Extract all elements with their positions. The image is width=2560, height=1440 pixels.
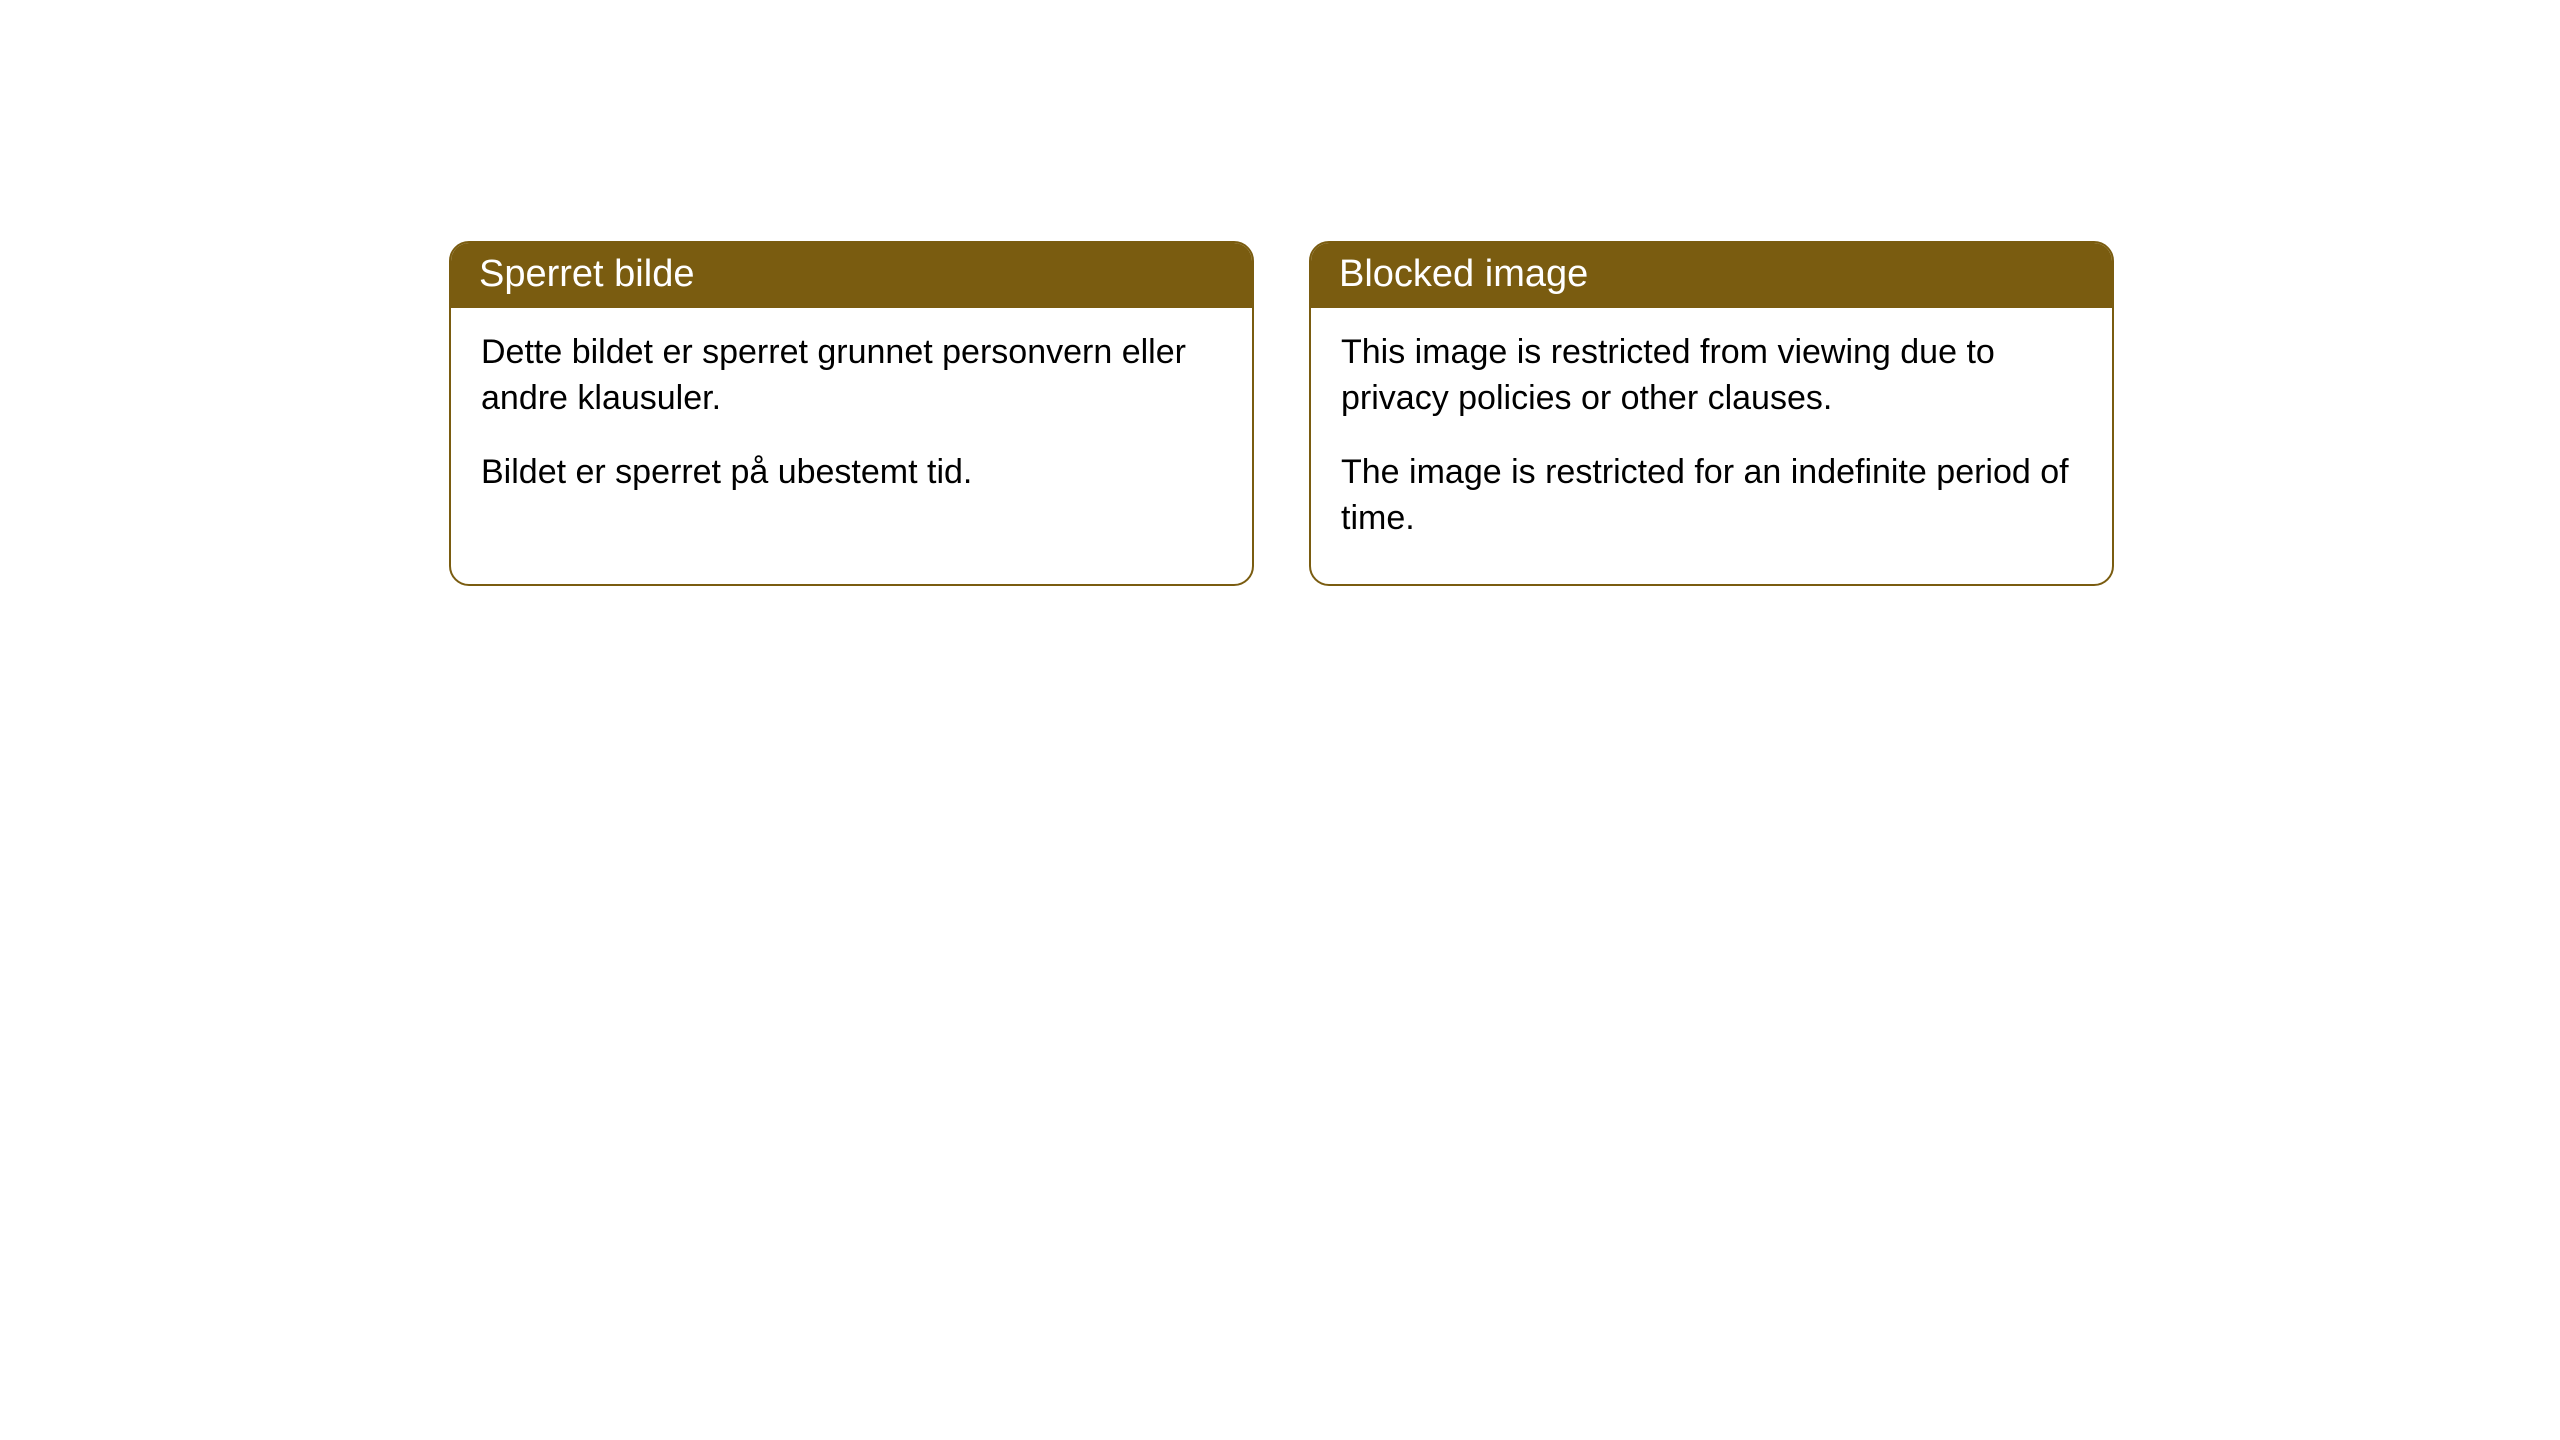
notice-card-english: Blocked image This image is restricted f… — [1309, 241, 2114, 586]
notice-cards-container: Sperret bilde Dette bildet er sperret gr… — [449, 241, 2114, 586]
card-paragraph: Bildet er sperret på ubestemt tid. — [481, 450, 1222, 496]
card-paragraph: This image is restricted from viewing du… — [1341, 330, 2082, 422]
card-header: Blocked image — [1311, 243, 2112, 308]
card-body: This image is restricted from viewing du… — [1311, 308, 2112, 584]
notice-card-norwegian: Sperret bilde Dette bildet er sperret gr… — [449, 241, 1254, 586]
card-title: Sperret bilde — [479, 253, 694, 295]
card-paragraph: The image is restricted for an indefinit… — [1341, 450, 2082, 542]
card-header: Sperret bilde — [451, 243, 1252, 308]
card-body: Dette bildet er sperret grunnet personve… — [451, 308, 1252, 538]
card-title: Blocked image — [1339, 253, 1588, 295]
card-paragraph: Dette bildet er sperret grunnet personve… — [481, 330, 1222, 422]
